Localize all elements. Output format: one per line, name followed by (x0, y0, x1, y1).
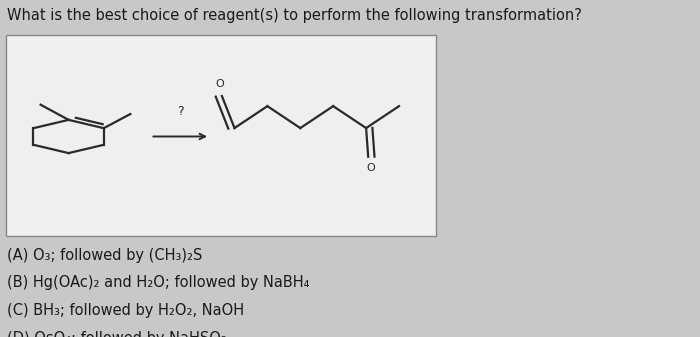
Text: (A) O₃; followed by (CH₃)₂S: (A) O₃; followed by (CH₃)₂S (7, 248, 202, 263)
Text: What is the best choice of reagent(s) to perform the following transformation?: What is the best choice of reagent(s) to… (7, 8, 582, 24)
Text: O: O (366, 163, 375, 174)
Text: (C) BH₃; followed by H₂O₂, NaOH: (C) BH₃; followed by H₂O₂, NaOH (7, 303, 244, 318)
Text: O: O (216, 79, 224, 89)
Text: ?: ? (177, 105, 183, 118)
Text: (B) Hg(OAc)₂ and H₂O; followed by NaBH₄: (B) Hg(OAc)₂ and H₂O; followed by NaBH₄ (7, 275, 309, 290)
Text: (D) OsO₄; followed by NaHSO₃: (D) OsO₄; followed by NaHSO₃ (7, 331, 227, 337)
FancyBboxPatch shape (6, 35, 436, 236)
